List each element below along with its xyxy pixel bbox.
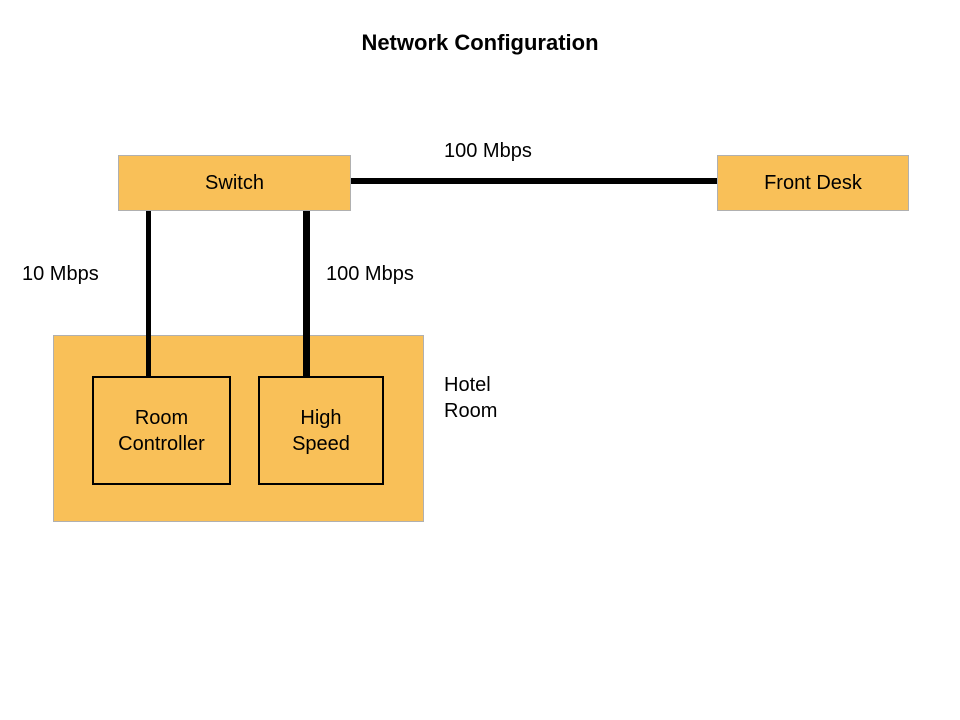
node-front-desk-label: Front Desk bbox=[764, 172, 862, 195]
diagram-title: Network Configuration bbox=[0, 30, 960, 56]
node-switch: Switch bbox=[118, 155, 351, 211]
node-high-speed-label: High Speed bbox=[292, 405, 350, 457]
node-high-speed: High Speed bbox=[258, 376, 384, 485]
node-room-controller-label: Room Controller bbox=[118, 405, 205, 457]
edge-switch-roomcontroller bbox=[146, 211, 151, 376]
node-switch-label: Switch bbox=[205, 172, 264, 195]
node-room-controller: Room Controller bbox=[92, 376, 231, 485]
edge-switch-highspeed bbox=[303, 211, 310, 376]
edge-switch-frontdesk bbox=[351, 178, 717, 184]
edge-switch-highspeed-label: 100 Mbps bbox=[326, 263, 414, 286]
node-front-desk: Front Desk bbox=[717, 155, 909, 211]
edge-switch-roomcontroller-label: 10 Mbps bbox=[22, 263, 99, 286]
edge-switch-frontdesk-label: 100 Mbps bbox=[444, 140, 532, 163]
annotation-hotel-room: Hotel Room bbox=[444, 372, 497, 424]
